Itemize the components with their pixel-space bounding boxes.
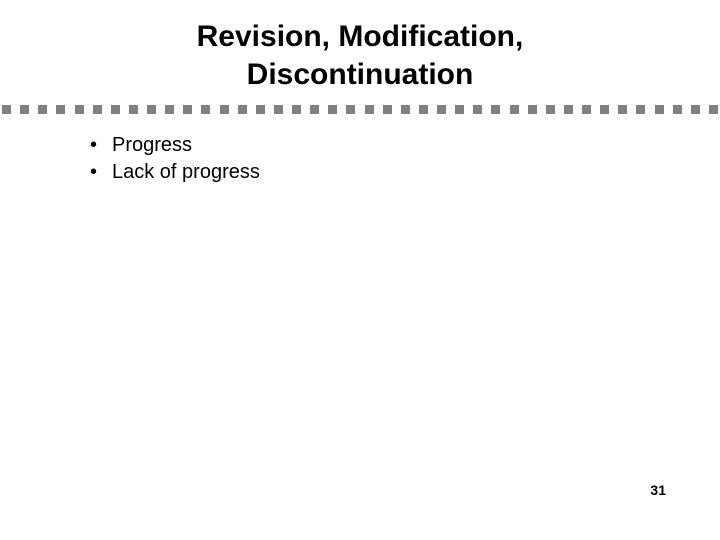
divider-square <box>75 105 84 114</box>
divider-square <box>673 105 682 114</box>
divider-square <box>328 105 337 114</box>
divider-square <box>618 105 627 114</box>
dotted-divider <box>0 105 720 114</box>
divider-square <box>20 105 29 114</box>
divider-square <box>38 105 47 114</box>
page-number: 31 <box>650 482 666 498</box>
divider-square <box>528 105 537 114</box>
divider-square <box>401 105 410 114</box>
divider-square <box>165 105 174 114</box>
slide-title: Revision, Modification, Discontinuation <box>0 0 720 93</box>
divider-square <box>473 105 482 114</box>
divider-square <box>546 105 555 114</box>
divider-square <box>437 105 446 114</box>
divider-square <box>292 105 301 114</box>
divider-square <box>93 105 102 114</box>
divider-square <box>346 105 355 114</box>
bullet-item: Progress <box>90 132 720 159</box>
divider-square <box>183 105 192 114</box>
divider-square <box>636 105 645 114</box>
divider-square <box>600 105 609 114</box>
divider-square <box>201 105 210 114</box>
divider-square <box>310 105 319 114</box>
divider-square <box>510 105 519 114</box>
divider-square <box>2 105 11 114</box>
divider-square <box>147 105 156 114</box>
divider-square <box>220 105 229 114</box>
divider-square <box>564 105 573 114</box>
divider-square <box>419 105 428 114</box>
divider-square <box>383 105 392 114</box>
bullet-list: ProgressLack of progress <box>0 132 720 186</box>
divider-square <box>691 105 700 114</box>
slide-title-line1: Revision, Modification, <box>0 18 720 56</box>
divider-square <box>365 105 374 114</box>
divider-square <box>274 105 283 114</box>
bullet-item: Lack of progress <box>90 159 720 186</box>
divider-square <box>56 105 65 114</box>
divider-square <box>129 105 138 114</box>
divider-square <box>111 105 120 114</box>
divider-square <box>238 105 247 114</box>
slide-title-line2: Discontinuation <box>0 56 720 94</box>
divider-square <box>655 105 664 114</box>
divider-square <box>455 105 464 114</box>
divider-square <box>709 105 718 114</box>
divider-square <box>491 105 500 114</box>
divider-square <box>256 105 265 114</box>
divider-square <box>582 105 591 114</box>
